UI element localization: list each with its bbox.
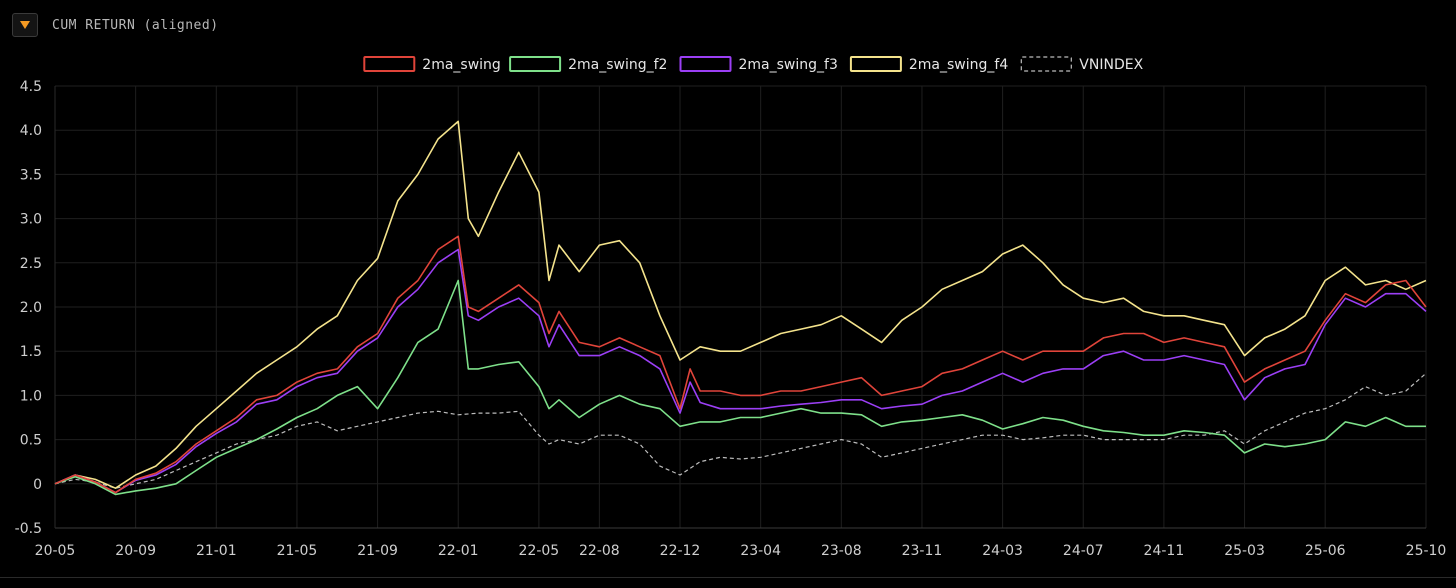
panel-header: CUM RETURN (aligned) <box>12 12 219 38</box>
panel-title: CUM RETURN (aligned) <box>52 17 219 33</box>
legend-swatch <box>849 56 902 72</box>
legend-label: 2ma_swing_f4 <box>909 57 1008 73</box>
series-line-2ma-swing-f4 <box>54 120 1427 489</box>
panel-divider <box>0 577 1456 578</box>
x-tick-label: 20-09 <box>115 543 156 559</box>
y-tick-label: 3.0 <box>20 212 42 228</box>
y-tick-label: 0.5 <box>20 433 42 449</box>
series-line-vnindex <box>54 372 1427 489</box>
y-tick-label: -0.5 <box>15 521 42 537</box>
x-tick-label: 20-05 <box>35 543 76 559</box>
series-line-2ma-swing-f2 <box>54 279 1426 496</box>
series-line-2ma-swing-f3 <box>54 248 1427 494</box>
legend-swatch <box>1020 56 1072 72</box>
x-tick-label: 23-11 <box>902 543 943 559</box>
collapse-toggle-button[interactable] <box>12 13 38 37</box>
legend-label: VNINDEX <box>1079 57 1143 73</box>
x-tick-label: 25-03 <box>1224 543 1265 559</box>
y-tick-label: 1.5 <box>20 344 42 360</box>
x-tick-label: 21-05 <box>277 543 318 559</box>
x-tick-label: 21-01 <box>196 543 237 559</box>
legend-label: 2ma_swing <box>422 57 501 73</box>
x-tick-label: 25-06 <box>1305 543 1346 559</box>
x-tick-label: 21-09 <box>357 543 398 559</box>
x-tick-label: 22-05 <box>519 543 560 559</box>
y-tick-label: 0 <box>33 477 42 493</box>
y-tick-label: 4.0 <box>20 123 42 139</box>
y-tick-label: 2.5 <box>20 256 42 272</box>
y-tick-label: 3.5 <box>20 167 42 183</box>
legend-label: 2ma_swing_f2 <box>568 57 667 73</box>
y-tick-label: 2.0 <box>20 300 42 316</box>
x-tick-label: 23-08 <box>821 543 862 559</box>
x-tick-label: 22-08 <box>579 543 620 559</box>
x-tick-label: 25-10 <box>1406 543 1447 559</box>
x-tick-label: 22-12 <box>660 543 701 559</box>
legend-swatch <box>509 56 562 72</box>
y-tick-label: 4.5 <box>20 79 42 95</box>
legend-swatch <box>679 56 732 72</box>
y-tick-label: 1.0 <box>20 388 42 404</box>
caret-down-icon <box>20 21 30 29</box>
x-tick-label: 23-04 <box>740 543 781 559</box>
legend-swatch <box>363 56 416 72</box>
series-line-2ma-swing <box>54 235 1427 494</box>
x-tick-label: 22-01 <box>438 543 479 559</box>
x-tick-label: 24-11 <box>1144 543 1185 559</box>
x-tick-label: 24-07 <box>1063 543 1104 559</box>
legend-label: 2ma_swing_f3 <box>739 57 838 73</box>
x-tick-label: 24-03 <box>982 543 1023 559</box>
